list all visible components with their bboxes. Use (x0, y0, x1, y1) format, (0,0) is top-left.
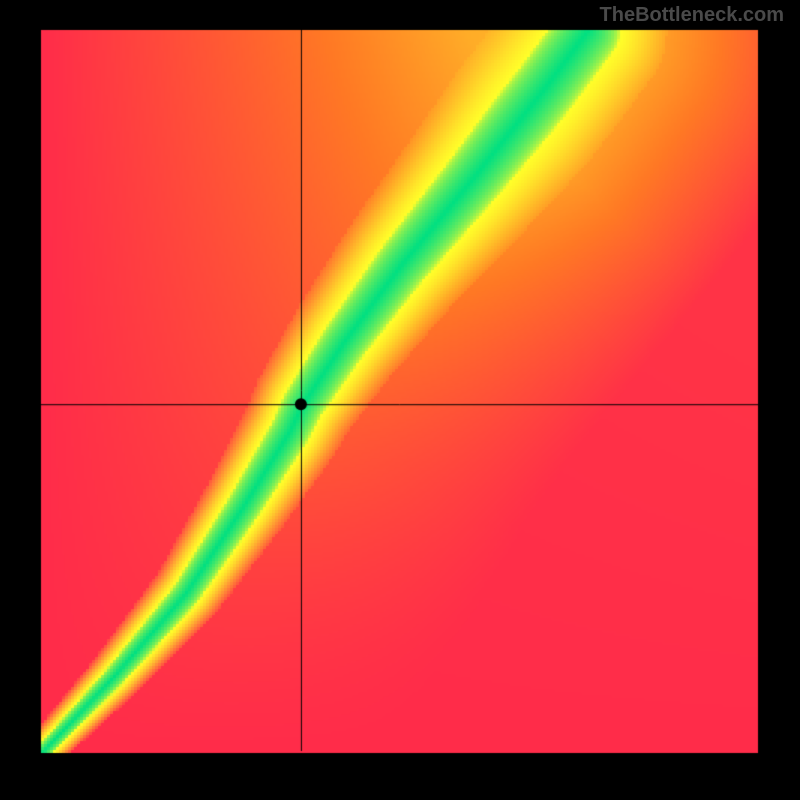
attribution-label: TheBottleneck.com (600, 4, 784, 27)
heatmap-canvas (0, 0, 800, 800)
chart-container: TheBottleneck.com (0, 0, 800, 800)
